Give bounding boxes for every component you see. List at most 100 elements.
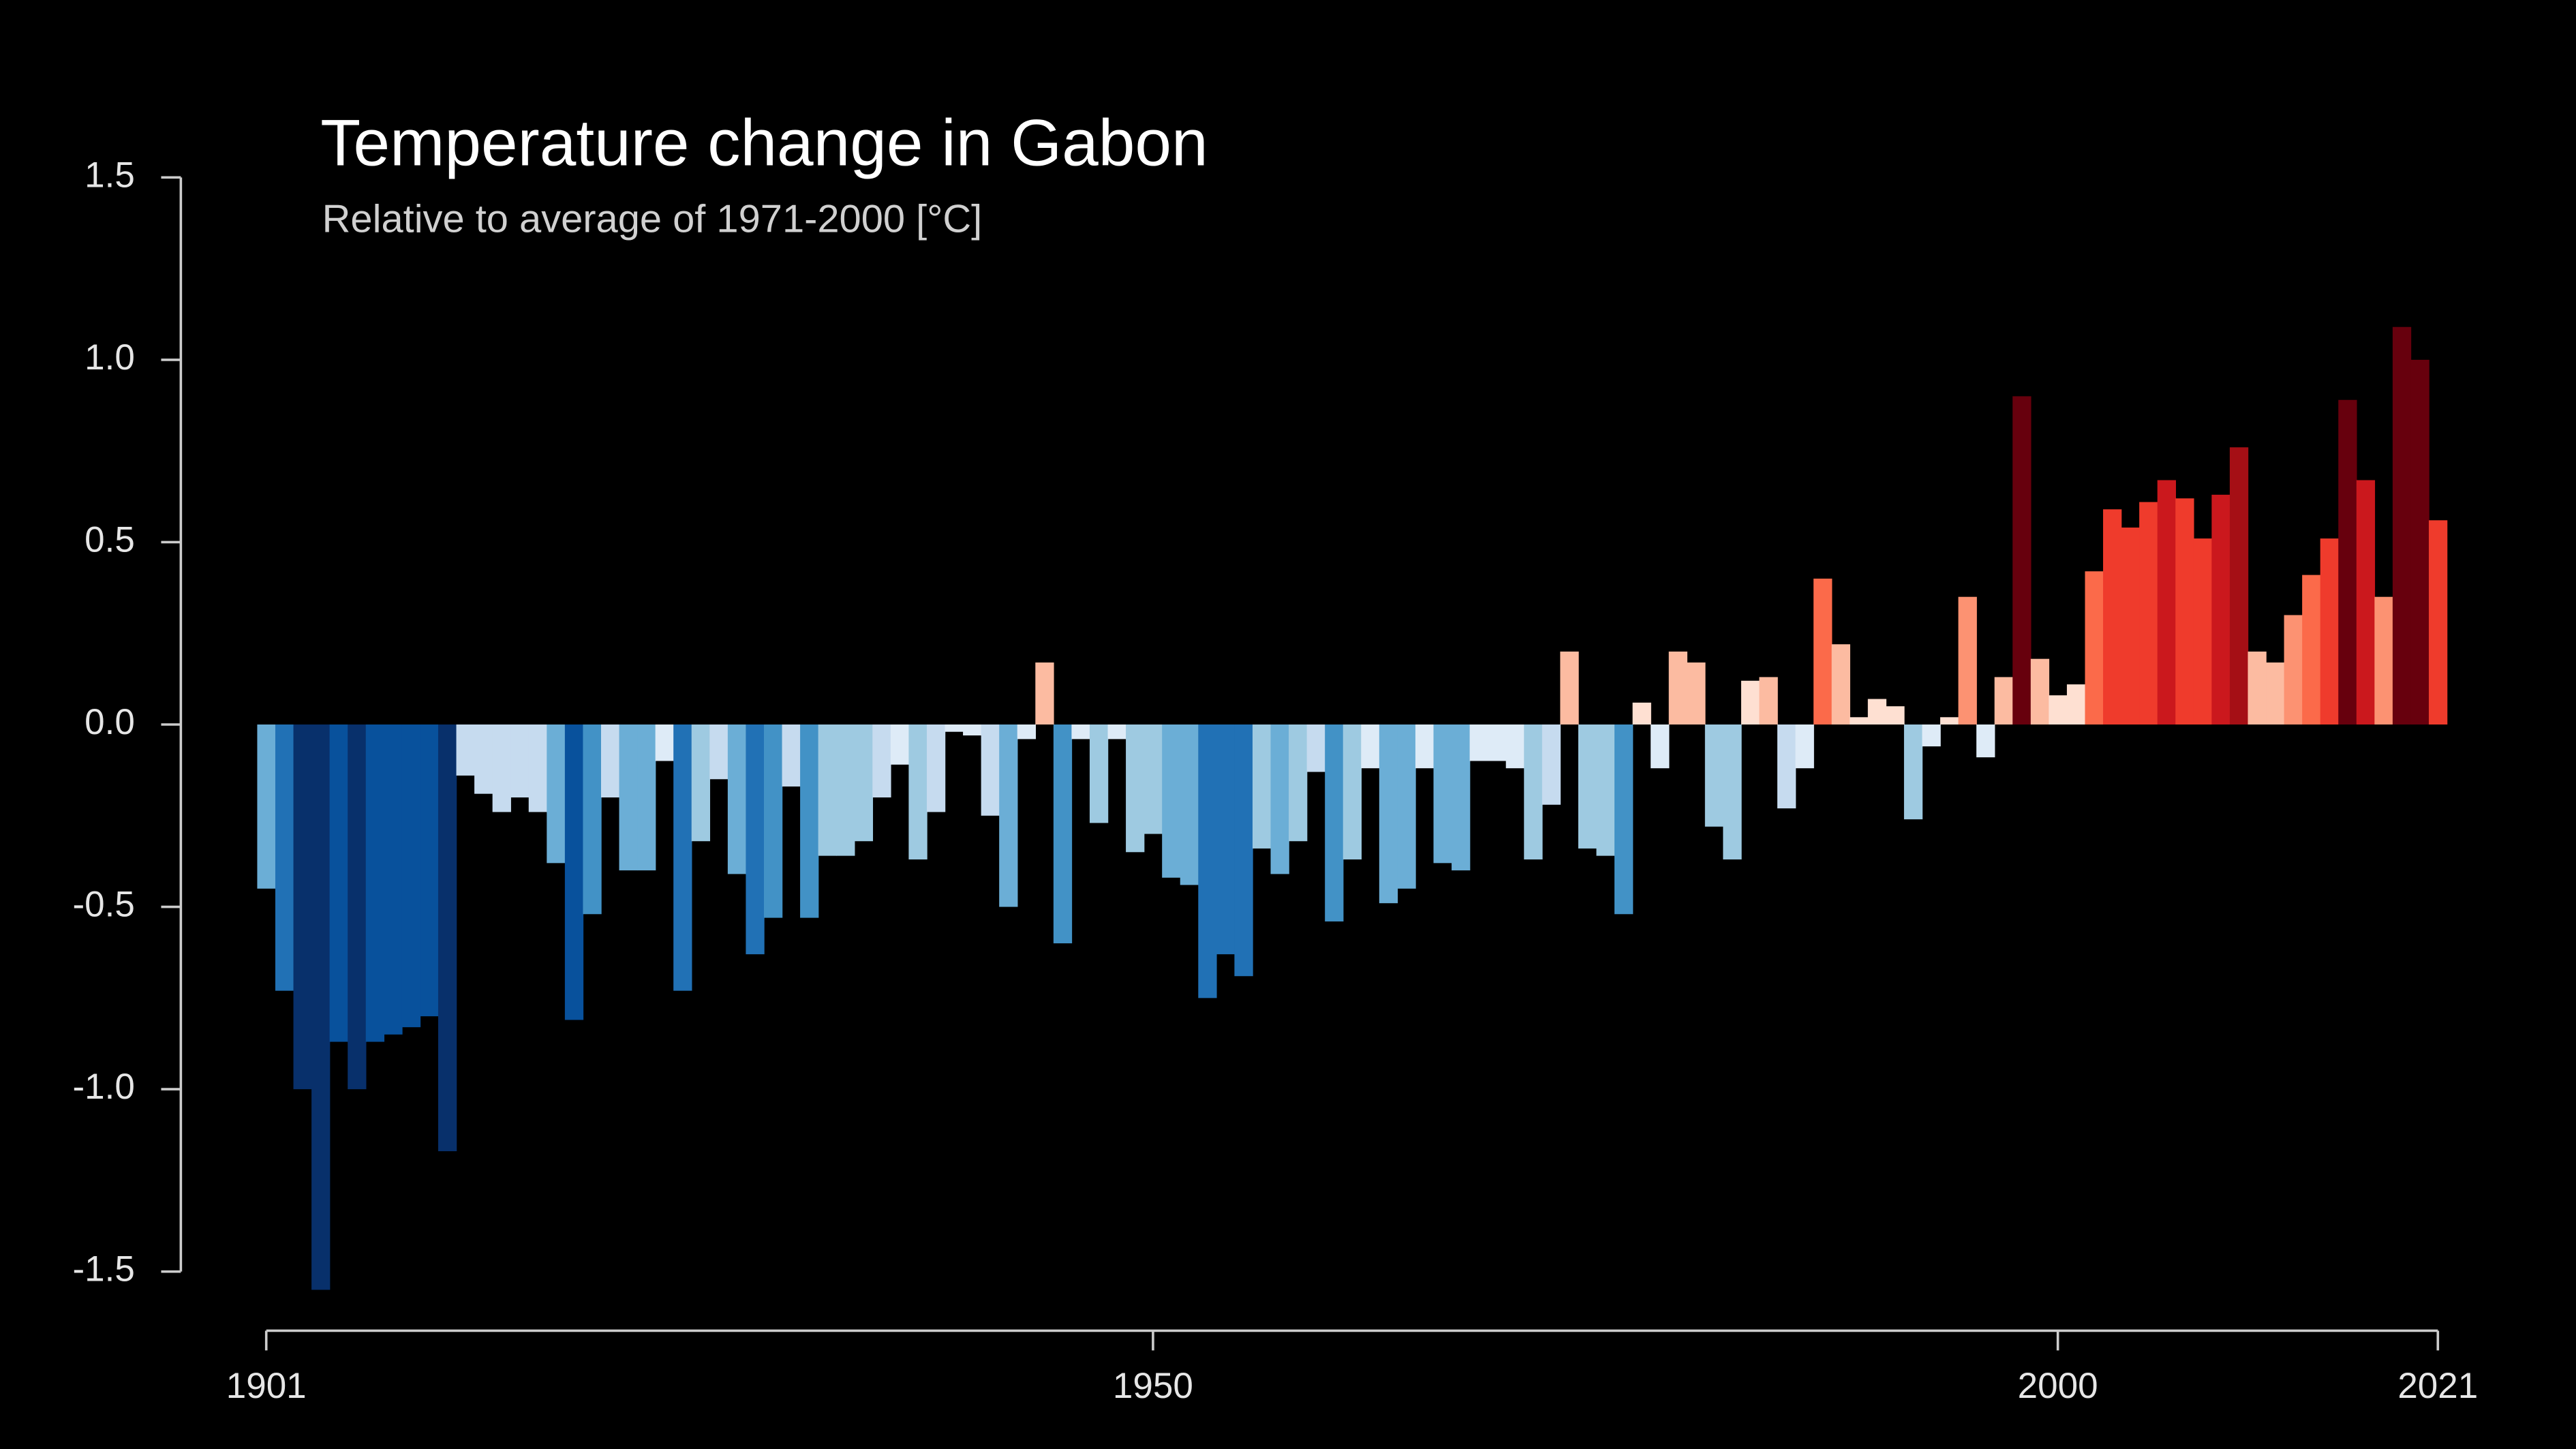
bar (763, 724, 783, 918)
bar (1632, 702, 1651, 724)
bar (1741, 680, 1760, 724)
y-tick-label: 0.0 (85, 702, 135, 742)
bar (655, 724, 674, 761)
bar (311, 724, 331, 1290)
bar (1596, 724, 1615, 856)
bar (673, 724, 692, 991)
bar (908, 724, 927, 859)
bar (2320, 538, 2339, 724)
bar (1813, 578, 1833, 724)
y-tick-label: 0.5 (85, 519, 135, 560)
bar (348, 724, 367, 1090)
bar (800, 724, 819, 918)
bar (2049, 695, 2068, 724)
y-tick-label: 1.5 (85, 155, 135, 195)
bar (1469, 724, 1488, 761)
bar (2121, 528, 2140, 724)
bar (384, 724, 403, 1035)
bar (1976, 724, 1995, 758)
bar (1958, 596, 1977, 724)
bar (600, 724, 620, 798)
bar (1415, 724, 1435, 769)
bar (1867, 699, 1887, 724)
bar (619, 724, 638, 871)
bar (564, 724, 584, 1020)
bar (1397, 724, 1416, 889)
bar (2338, 399, 2357, 724)
bar (637, 724, 656, 871)
bar (854, 724, 874, 842)
bar (1017, 724, 1037, 739)
bar (782, 724, 801, 787)
chart-title: Temperature change in Gabon (320, 106, 1208, 179)
bar (1795, 724, 1814, 769)
bar (492, 724, 511, 812)
bar (329, 724, 348, 1042)
bar (1035, 662, 1054, 724)
bar (1578, 724, 1597, 849)
bar (1723, 724, 1742, 859)
bar (1053, 724, 1073, 944)
bar (1524, 724, 1543, 859)
bar (257, 724, 276, 889)
bar (999, 724, 1018, 907)
bar (2392, 326, 2412, 724)
bar (1306, 724, 1325, 772)
bar (2030, 658, 2050, 724)
bar (2193, 538, 2213, 724)
bar (1126, 724, 1145, 853)
bar (2356, 480, 2376, 724)
bar (746, 724, 765, 955)
bar (438, 724, 457, 1152)
bar (2157, 480, 2176, 724)
bar (401, 724, 421, 1028)
bar (1180, 724, 1199, 885)
bar (1361, 724, 1380, 769)
bar (2211, 494, 2230, 724)
bar (1452, 724, 1471, 871)
bar (2429, 520, 2448, 724)
bar (818, 724, 837, 856)
bar (2302, 575, 2321, 724)
bar (1687, 662, 1706, 724)
y-tick-label: -1.5 (73, 1249, 135, 1290)
bar (709, 724, 729, 780)
bar (1289, 724, 1308, 842)
bar (1777, 724, 1796, 809)
bar (691, 724, 711, 842)
bar (1850, 717, 1869, 724)
bar (1379, 724, 1398, 904)
bar (1994, 677, 2013, 724)
bar (275, 724, 294, 991)
bar (2012, 396, 2031, 724)
bar (2266, 662, 2285, 724)
bar (1542, 724, 1561, 805)
x-tick-label: 1901 (226, 1366, 307, 1406)
x-tick-label: 1950 (1113, 1366, 1193, 1406)
bar (1886, 706, 1905, 724)
bar (1668, 651, 1687, 724)
bar (2374, 596, 2393, 724)
bar (981, 724, 1000, 816)
bar (1759, 677, 1778, 724)
bar (2085, 571, 2104, 724)
bar (1488, 724, 1507, 761)
bar (2066, 684, 2086, 724)
bar (2284, 615, 2303, 724)
bar (2229, 447, 2249, 724)
x-tick-label: 2000 (2018, 1366, 2098, 1406)
bar (365, 724, 385, 1042)
bar (2175, 498, 2194, 724)
bar (872, 724, 891, 798)
x-tick-label: 2021 (2397, 1366, 2478, 1406)
bar (1831, 644, 1850, 724)
bar (1560, 651, 1579, 724)
bar (2139, 502, 2158, 724)
y-tick-label: -1.0 (73, 1067, 135, 1107)
bar (890, 724, 910, 765)
bar (1433, 724, 1452, 864)
bar (1234, 724, 1253, 977)
bar (1089, 724, 1109, 823)
